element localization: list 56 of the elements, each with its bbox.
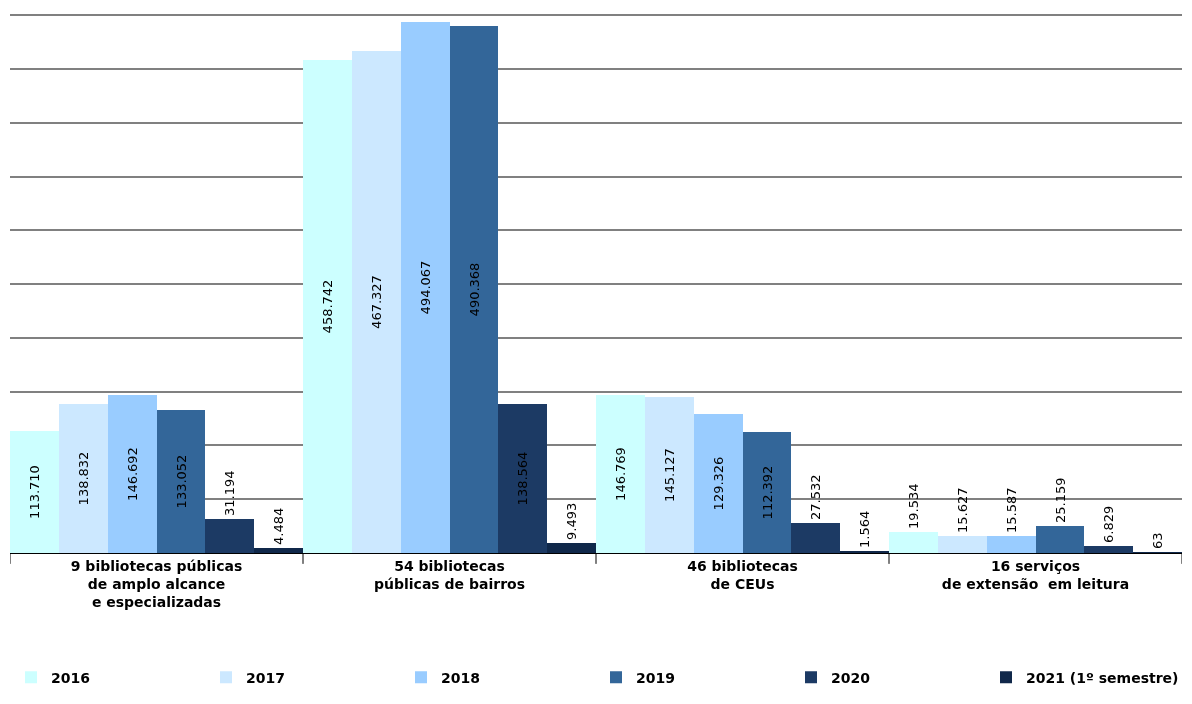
bar	[157, 410, 205, 553]
data-label: 31.194	[222, 470, 237, 516]
bar	[1084, 546, 1133, 553]
bar	[645, 397, 694, 553]
legend-label: 2019	[636, 669, 675, 686]
data-label: 129.326	[711, 456, 726, 511]
data-label: 113.710	[27, 465, 42, 519]
data-label: 15.587	[1004, 487, 1019, 533]
data-label: 27.532	[808, 474, 823, 520]
bar	[596, 395, 645, 553]
data-label: 490.368	[466, 262, 482, 317]
bar	[938, 536, 987, 553]
bar	[108, 395, 157, 553]
data-label: 133.052	[173, 454, 189, 509]
data-label: 494.067	[418, 260, 433, 315]
data-label: 9.493	[564, 502, 579, 540]
data-label: 458.742	[320, 279, 335, 334]
data-label: 6.829	[1101, 505, 1116, 543]
data-label: 4.484	[271, 507, 286, 545]
bar	[889, 532, 938, 553]
bar	[547, 543, 596, 553]
data-label: 138.564	[515, 451, 530, 506]
data-label: 112.392	[759, 465, 775, 520]
legend-label: 2020	[831, 669, 871, 686]
bar	[987, 536, 1036, 553]
bar	[450, 26, 498, 553]
legend-label: 2016	[51, 669, 90, 686]
bar	[743, 432, 791, 553]
data-label: 146.769	[613, 447, 628, 501]
data-label: 145.127	[662, 448, 677, 502]
legend-label: 2018	[441, 669, 480, 686]
data-label: 146.692	[125, 447, 140, 501]
bar	[1036, 526, 1084, 553]
data-label: 19.534	[906, 483, 921, 529]
x-tick-label: 46 bibliotecas de CEUs	[687, 557, 798, 592]
x-tick-label: 9 bibliotecas públicas de amplo alcance e especializadas	[70, 557, 243, 611]
data-label: 15.627	[955, 487, 970, 533]
data-label: 63	[1150, 532, 1165, 549]
bar	[254, 548, 303, 553]
bar	[498, 404, 547, 553]
bar	[352, 51, 401, 553]
x-tick-label: 54 bibliotecas públicas de bairros	[374, 557, 525, 592]
legend-label: 2017	[246, 669, 285, 686]
x-tick-label: 16 serviços de extensão em leitura	[941, 557, 1130, 592]
data-label: 25.159	[1052, 477, 1068, 523]
bar	[791, 523, 840, 553]
bar	[303, 60, 352, 553]
data-label: 467.327	[369, 275, 384, 329]
legend-label: 2021 (1º semestre)	[1026, 669, 1179, 686]
bar	[694, 414, 743, 553]
bar	[59, 404, 108, 553]
bar	[205, 519, 254, 553]
bar	[401, 22, 450, 553]
data-label: 1.564	[857, 510, 872, 548]
data-label: 138.832	[76, 451, 91, 506]
bar	[10, 431, 59, 553]
